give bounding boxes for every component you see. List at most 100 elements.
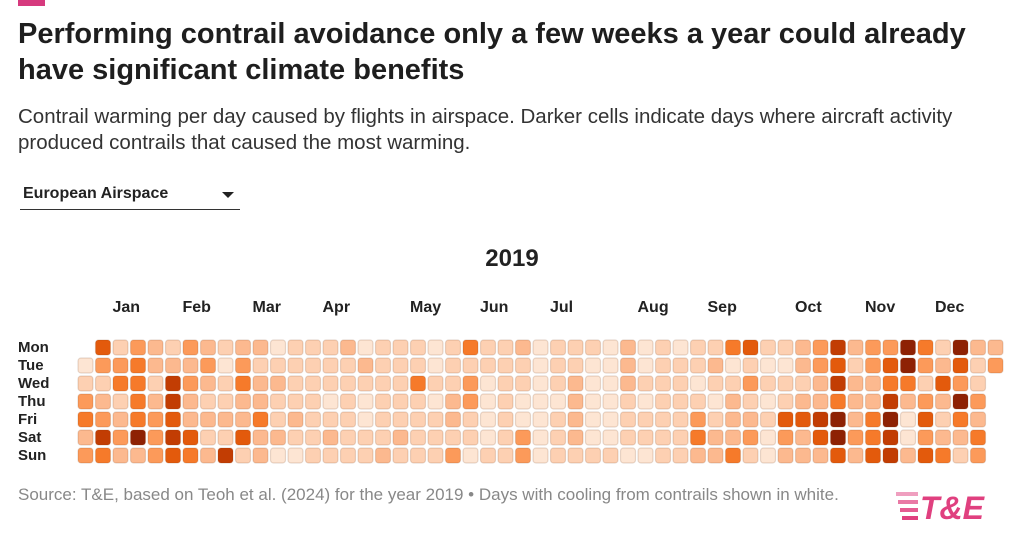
day-cell[interactable] (602, 339, 619, 356)
day-cell[interactable] (952, 339, 969, 356)
day-cell[interactable] (654, 429, 672, 446)
day-cell[interactable] (882, 429, 899, 446)
day-cell[interactable] (952, 411, 969, 428)
day-cell[interactable] (672, 393, 689, 410)
day-cell[interactable] (532, 375, 549, 392)
day-cell[interactable] (444, 357, 462, 374)
day-cell[interactable] (164, 411, 182, 428)
day-cell[interactable] (777, 357, 794, 374)
day-cell[interactable] (217, 393, 234, 410)
day-cell[interactable] (427, 375, 444, 392)
day-cell[interactable] (969, 447, 987, 464)
day-cell[interactable] (129, 393, 147, 410)
day-cell[interactable] (182, 411, 199, 428)
day-cell[interactable] (672, 429, 689, 446)
day-cell[interactable] (514, 375, 532, 392)
day-cell[interactable] (742, 375, 759, 392)
day-cell[interactable] (129, 357, 147, 374)
day-cell[interactable] (777, 429, 794, 446)
day-cell[interactable] (602, 393, 619, 410)
day-cell[interactable] (724, 357, 742, 374)
day-cell[interactable] (812, 411, 829, 428)
day-cell[interactable] (217, 375, 234, 392)
day-cell[interactable] (304, 375, 322, 392)
day-cell[interactable] (287, 357, 304, 374)
day-cell[interactable] (217, 429, 234, 446)
day-cell[interactable] (444, 429, 462, 446)
day-cell[interactable] (514, 411, 532, 428)
day-cell[interactable] (497, 357, 514, 374)
day-cell[interactable] (829, 411, 847, 428)
day-cell[interactable] (637, 339, 654, 356)
day-cell[interactable] (94, 447, 112, 464)
day-cell[interactable] (829, 357, 847, 374)
day-cell[interactable] (812, 393, 829, 410)
day-cell[interactable] (374, 411, 392, 428)
day-cell[interactable] (532, 411, 549, 428)
day-cell[interactable] (147, 411, 164, 428)
day-cell[interactable] (794, 375, 812, 392)
day-cell[interactable] (969, 375, 987, 392)
day-cell[interactable] (864, 447, 882, 464)
day-cell[interactable] (479, 411, 497, 428)
day-cell[interactable] (602, 357, 619, 374)
day-cell[interactable] (899, 375, 917, 392)
day-cell[interactable] (304, 447, 322, 464)
day-cell[interactable] (707, 393, 724, 410)
day-cell[interactable] (952, 375, 969, 392)
day-cell[interactable] (759, 339, 777, 356)
day-cell[interactable] (934, 357, 952, 374)
day-cell[interactable] (374, 375, 392, 392)
day-cell[interactable] (777, 393, 794, 410)
day-cell[interactable] (94, 411, 112, 428)
day-cell[interactable] (672, 447, 689, 464)
day-cell[interactable] (339, 339, 357, 356)
day-cell[interactable] (339, 429, 357, 446)
day-cell[interactable] (252, 375, 269, 392)
day-cell[interactable] (584, 339, 602, 356)
day-cell[interactable] (112, 339, 129, 356)
day-cell[interactable] (444, 447, 462, 464)
day-cell[interactable] (654, 339, 672, 356)
day-cell[interactable] (917, 357, 934, 374)
day-cell[interactable] (444, 339, 462, 356)
day-cell[interactable] (794, 393, 812, 410)
day-cell[interactable] (637, 447, 654, 464)
day-cell[interactable] (899, 339, 917, 356)
day-cell[interactable] (567, 375, 584, 392)
day-cell[interactable] (182, 339, 199, 356)
day-cell[interactable] (182, 429, 199, 446)
day-cell[interactable] (549, 393, 567, 410)
day-cell[interactable] (899, 411, 917, 428)
day-cell[interactable] (532, 429, 549, 446)
day-cell[interactable] (252, 429, 269, 446)
day-cell[interactable] (392, 411, 409, 428)
day-cell[interactable] (724, 447, 742, 464)
day-cell[interactable] (514, 339, 532, 356)
day-cell[interactable] (287, 339, 304, 356)
day-cell[interactable] (269, 375, 287, 392)
day-cell[interactable] (234, 357, 252, 374)
day-cell[interactable] (497, 375, 514, 392)
day-cell[interactable] (287, 447, 304, 464)
day-cell[interactable] (864, 393, 882, 410)
day-cell[interactable] (969, 411, 987, 428)
day-cell[interactable] (969, 393, 987, 410)
day-cell[interactable] (742, 411, 759, 428)
day-cell[interactable] (724, 339, 742, 356)
day-cell[interactable] (969, 339, 987, 356)
day-cell[interactable] (899, 357, 917, 374)
day-cell[interactable] (374, 357, 392, 374)
day-cell[interactable] (129, 339, 147, 356)
day-cell[interactable] (182, 393, 199, 410)
day-cell[interactable] (689, 357, 707, 374)
day-cell[interactable] (94, 339, 112, 356)
day-cell[interactable] (164, 339, 182, 356)
day-cell[interactable] (427, 447, 444, 464)
day-cell[interactable] (672, 375, 689, 392)
day-cell[interactable] (322, 447, 339, 464)
day-cell[interactable] (497, 429, 514, 446)
day-cell[interactable] (409, 393, 427, 410)
day-cell[interactable] (112, 393, 129, 410)
day-cell[interactable] (112, 375, 129, 392)
